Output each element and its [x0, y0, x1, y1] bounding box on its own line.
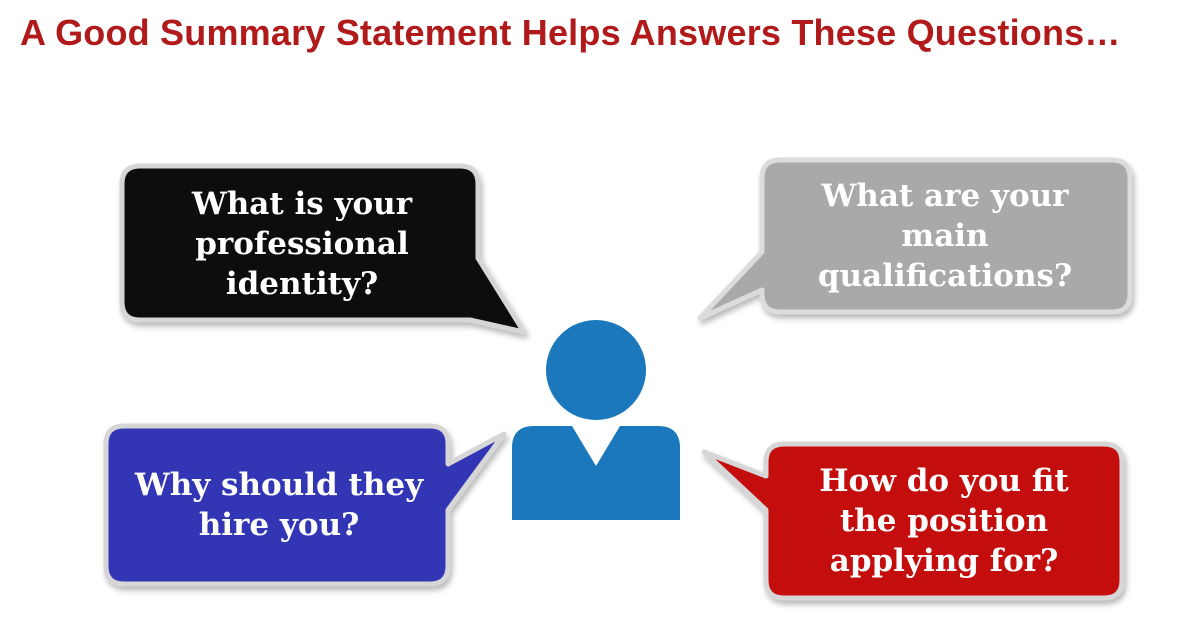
- qualifications-question: What are your main qualifications?: [764, 162, 1126, 310]
- identity-question: What is your professional identity?: [128, 168, 476, 320]
- fit-question: How do you fit the position applying for…: [768, 446, 1120, 596]
- page-title: A Good Summary Statement Helps Answers T…: [20, 12, 1121, 53]
- qualifications-speech-bubble: [697, 157, 1133, 321]
- identity-question-text: What is your professional identity?: [191, 185, 413, 303]
- person-icon: [512, 320, 680, 520]
- fit-speech-bubble: [701, 441, 1125, 601]
- identity-speech-bubble: [119, 163, 527, 335]
- hire-question: Why should they hire you?: [112, 428, 446, 582]
- hire-speech-bubble: [103, 423, 507, 587]
- fit-question-text: How do you fit the position applying for…: [819, 462, 1069, 580]
- qualifications-question-text: What are your main qualifications?: [817, 177, 1073, 295]
- hire-question-text: Why should they hire you?: [134, 466, 424, 543]
